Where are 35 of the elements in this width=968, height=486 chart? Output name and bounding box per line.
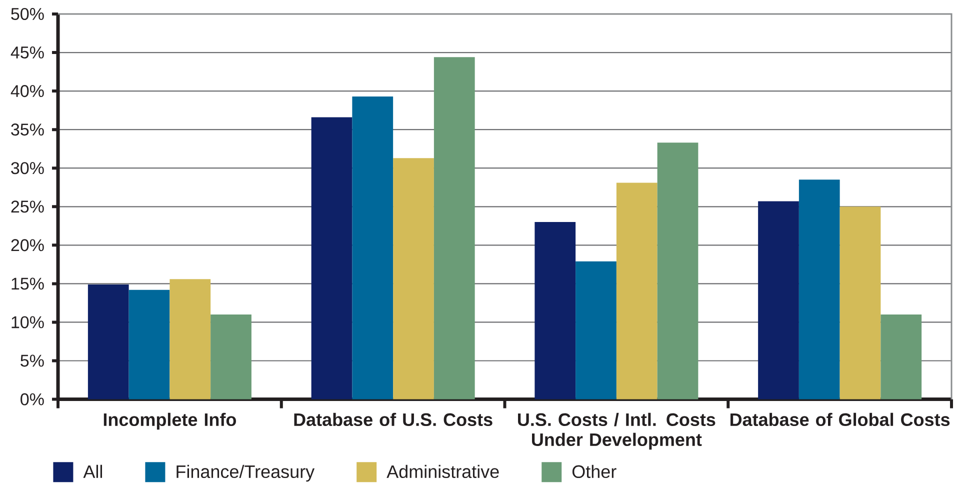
legend-label: Other [572,464,616,478]
y-tick-label: 45% [10,46,44,59]
y-tick-label: 40% [10,85,44,98]
legend-label: Finance/Treasury [176,464,315,482]
bar [880,314,922,400]
legend-label: All [83,464,102,478]
x-tick-label: U.S. Costs / Intl. Costs Under Development [518,412,716,450]
bar [616,182,658,400]
bar [758,201,799,400]
x-tick-label: Database of Global Costs [730,412,950,426]
y-tick-label: 5% [20,354,44,367]
y-tick-label: 0% [20,393,44,406]
y-tick-label: 15% [12,278,44,290]
y-tick-label: 30% [11,162,44,174]
y-tick-label: 35% [11,124,44,136]
bar [170,279,211,400]
y-tick-label: 10% [12,316,44,328]
bar [352,96,394,400]
bar [434,57,475,400]
bar [311,117,352,400]
bar [798,180,840,400]
bar [210,314,252,400]
bar [128,290,170,400]
bar [534,222,576,400]
x-tick-label: Incomplete Info [104,412,236,430]
bar [840,206,881,400]
y-tick-label: 50% [11,8,44,20]
y-tick-label: 20% [11,239,44,252]
bar [393,158,434,400]
legend-label: Administrative [386,464,499,478]
bar [657,142,698,400]
bar [576,261,616,400]
x-tick-label: Database of U.S. Costs [294,412,492,426]
y-tick-label: 25% [11,200,44,213]
bar [88,284,129,400]
